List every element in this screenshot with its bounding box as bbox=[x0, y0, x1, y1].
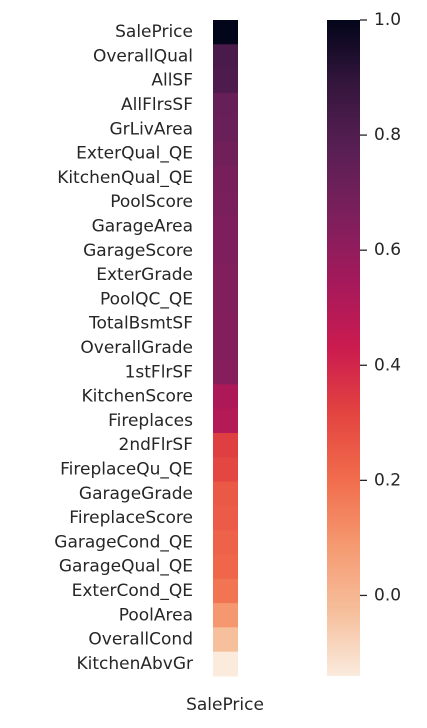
heatmap-cell bbox=[213, 505, 238, 531]
row-label: ExterGrade bbox=[96, 265, 193, 285]
row-label: OverallGrade bbox=[80, 338, 193, 358]
colorbar-ticks: 0.0 0.2 0.4 0.6 0.8 1.0 bbox=[360, 10, 401, 605]
heatmap-cell bbox=[213, 408, 238, 434]
row-label: KitchenQual_QE bbox=[57, 168, 193, 188]
heatmap-cell bbox=[213, 554, 238, 580]
heatmap-cell bbox=[213, 627, 238, 653]
row-label: FireplaceScore bbox=[69, 508, 193, 528]
row-label: GrLivArea bbox=[109, 119, 193, 139]
heatmap-cell bbox=[213, 68, 238, 94]
colorbar-tick-label: 0.6 bbox=[374, 240, 401, 260]
heatmap-cell bbox=[213, 92, 238, 118]
row-label: 2ndFlrSF bbox=[119, 435, 193, 455]
heatmap-cell bbox=[213, 117, 238, 142]
row-label: Fireplaces bbox=[108, 411, 193, 431]
row-label: OverallCond bbox=[88, 630, 193, 650]
colorbar-tick-label: 1.0 bbox=[374, 10, 401, 30]
heatmap-cell bbox=[213, 481, 238, 507]
row-label: KitchenAbvGr bbox=[76, 654, 193, 674]
heatmap-cell bbox=[213, 44, 238, 70]
heatmap-cell bbox=[213, 214, 238, 240]
heatmap-cell bbox=[213, 262, 238, 288]
row-label: PoolArea bbox=[119, 605, 193, 625]
row-label: GarageArea bbox=[92, 217, 193, 237]
heatmap-cell bbox=[213, 530, 238, 556]
row-label: ExterQual_QE bbox=[76, 144, 193, 164]
row-label: AllSF bbox=[151, 71, 193, 91]
heatmap-cell bbox=[213, 651, 238, 677]
row-label: SalePrice bbox=[115, 22, 193, 42]
colorbar-tick-label: 0.0 bbox=[374, 585, 401, 605]
heatmap-cell bbox=[213, 433, 238, 458]
colorbar-tick-label: 0.8 bbox=[374, 125, 401, 145]
row-label: OverallQual bbox=[93, 46, 193, 66]
row-label: AllFlrsSF bbox=[121, 95, 193, 115]
row-label: TotalBsmtSF bbox=[88, 314, 193, 334]
heatmap-cell bbox=[213, 360, 238, 385]
row-label: FireplaceQu_QE bbox=[60, 459, 193, 479]
row-label: GarageQual_QE bbox=[59, 557, 193, 577]
heatmap-cell bbox=[213, 165, 238, 191]
heatmap-cell bbox=[213, 457, 238, 483]
heatmap-cell bbox=[213, 384, 238, 410]
colorbar-tick-label: 0.2 bbox=[374, 470, 401, 490]
colorbar-tick-label: 0.4 bbox=[374, 355, 401, 375]
column-label: SalePrice bbox=[186, 695, 264, 715]
heatmap-cell bbox=[213, 20, 238, 45]
row-label: ExterCond_QE bbox=[72, 581, 193, 601]
heatmap-cell bbox=[213, 141, 238, 167]
heatmap-cell bbox=[213, 311, 238, 337]
row-label: PoolQC_QE bbox=[100, 289, 193, 309]
colorbar bbox=[327, 20, 360, 676]
row-label: 1stFlrSF bbox=[125, 362, 193, 382]
heatmap-cells bbox=[213, 20, 238, 677]
heatmap-cell bbox=[213, 603, 238, 628]
row-label: GarageCond_QE bbox=[54, 532, 193, 552]
row-labels: SalePrice OverallQual AllSF AllFlrsSF GrLivA… bbox=[54, 22, 193, 674]
heatmap-cell bbox=[213, 578, 238, 604]
row-label: PoolScore bbox=[110, 192, 193, 212]
heatmap-cell bbox=[213, 238, 238, 264]
heatmap-cell bbox=[213, 287, 238, 313]
row-label: GarageGrade bbox=[79, 484, 193, 504]
heatmap-cell bbox=[213, 190, 238, 215]
row-label: KitchenScore bbox=[81, 387, 193, 407]
heatmap-cell bbox=[213, 335, 238, 361]
row-label: GarageScore bbox=[83, 241, 193, 261]
